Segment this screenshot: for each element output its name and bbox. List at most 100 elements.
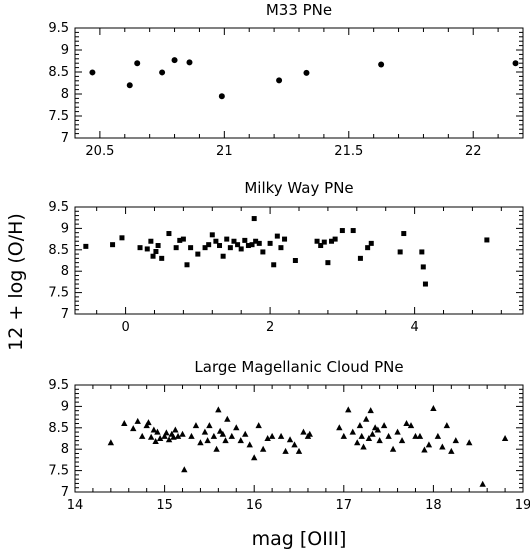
data-point [282,447,289,454]
data-point [292,258,298,263]
data-point [403,420,410,427]
data-point [231,238,237,244]
data-point [443,422,451,429]
data-point [295,447,303,454]
x-tick-label-lmc: 16 [246,498,263,513]
data-point [314,238,320,244]
data-point [224,236,230,242]
data-point [107,439,115,446]
x-tick-label-m33: 21.5 [334,144,363,159]
data-point [238,246,244,252]
data-point [332,236,338,242]
data-point [186,59,193,66]
data-point [197,439,204,446]
data-point [255,422,262,429]
plot-frame-milky-way [74,206,524,315]
x-tick-label-milky-way: 4 [410,320,418,335]
data-point [251,216,257,222]
y-tick-label-m33: 7.5 [48,109,69,124]
y-tick-label-milky-way: 9 [61,221,69,236]
panel-lmc: Large Magellanic Cloud PNe 14 15 16 17 18 19 7… [48,358,530,513]
data-point [420,264,426,270]
data-point [202,245,208,251]
panel-title-lmc: Large Magellanic Cloud PNe [194,358,403,376]
x-tick-label-lmc: 14 [67,498,84,513]
y-tick-label-m33: 9 [61,43,69,58]
data-point [153,249,159,255]
data-point [274,233,280,239]
data-point [318,243,324,249]
y-tick-label-milky-way: 8 [61,264,69,279]
panel-milky-way: Milky Way PNe 0 2 4 7 7.5 8 8.5 9 9.5 [48,179,524,335]
data-point [177,237,183,243]
panel-title-m33: M33 PNe [266,1,332,19]
data-point [360,443,367,450]
data-point [249,242,255,248]
data-point [83,243,89,249]
data-point [367,407,374,414]
data-point [439,443,446,450]
data-point [394,428,401,435]
data-point [479,480,486,487]
y-tick-label-lmc: 9 [61,399,69,414]
data-point [264,435,271,441]
x-tick-label-lmc: 18 [425,498,442,513]
data-point [448,447,455,454]
data-point [148,238,154,244]
data-point [271,262,277,268]
data-point [209,232,215,238]
data-point [145,419,152,426]
data-point [184,262,190,268]
data-point [363,415,370,422]
data-point [376,437,383,444]
data-point [484,237,490,243]
data-point [340,432,347,439]
data-point [421,446,428,453]
data-point [259,445,267,452]
data-point [219,430,227,437]
data-point [253,238,259,244]
data-point [204,437,211,444]
y-tick-label-lmc: 8.5 [48,421,69,436]
data-point [430,405,437,412]
x-tick-label-m33: 20.5 [85,144,114,159]
data-point [380,422,388,429]
plot-frame-lmc [74,384,524,493]
panel-title-milky-way: Milky Way PNe [244,179,353,197]
data-point [422,281,428,287]
data-point [378,61,385,68]
data-point [206,242,212,248]
data-point [303,69,310,76]
data-point [345,406,352,413]
data-point [227,245,233,251]
y-tick-label-lmc: 8 [61,442,69,457]
data-point [407,422,415,429]
data-point [188,432,195,439]
data-point [389,445,397,452]
data-point [321,239,327,245]
data-point [357,255,363,261]
data-point [325,260,331,266]
x-tick-label-m33: 21 [216,144,233,159]
y-tick-label-lmc: 7 [61,485,69,500]
data-point [154,428,161,435]
data-point [268,432,276,439]
data-point [159,255,165,261]
data-point [358,432,365,439]
data-point [150,253,156,259]
data-point [228,432,235,439]
data-point [374,426,382,433]
data-point [385,432,392,439]
data-point [121,420,128,427]
data-point [161,432,168,439]
data-point [172,426,179,433]
data-point [150,426,158,433]
data-point [180,236,186,242]
data-point [276,77,283,84]
data-point [195,251,201,257]
data-point [242,237,248,243]
data-point [329,238,335,244]
data-point [217,243,223,249]
data-point [233,424,240,431]
